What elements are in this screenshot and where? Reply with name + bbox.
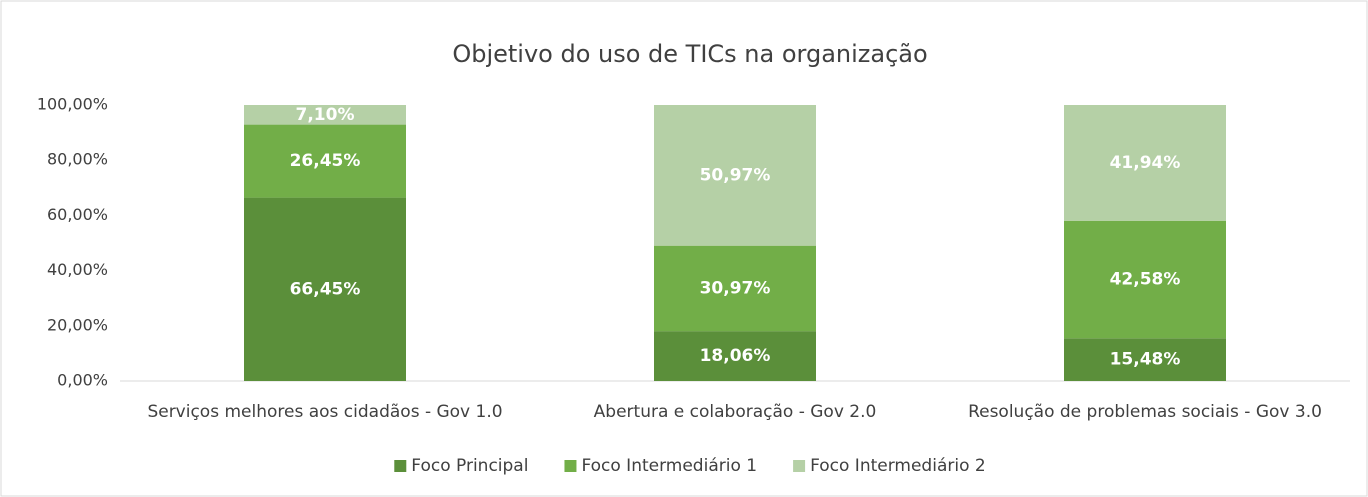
bar-segment (1064, 105, 1226, 221)
value-label: 26,45% (290, 151, 361, 171)
legend-swatch (793, 460, 806, 472)
value-label: 15,48% (1110, 350, 1181, 370)
bar-segment (1064, 338, 1226, 381)
x-tick-label: Serviços melhores aos cidadãos - Gov 1.0 (147, 402, 502, 422)
bar-segment (654, 105, 816, 246)
x-tick-label: Resolução de problemas sociais - Gov 3.0 (968, 402, 1322, 422)
legend-label: Foco Intermediário 2 (810, 456, 986, 476)
value-label: 7,10% (296, 105, 355, 125)
bar-segment (244, 105, 406, 125)
legend-swatch (564, 460, 577, 472)
value-label: 30,97% (700, 278, 771, 298)
bar-segment (654, 245, 816, 332)
y-tick-label: 20,00% (47, 315, 108, 334)
bar-segment (654, 331, 816, 381)
y-tick-label: 100,00% (37, 95, 108, 114)
legend-label: Foco Intermediário 1 (581, 456, 757, 476)
legend-swatch (394, 460, 407, 472)
bar-segment (244, 124, 406, 198)
value-label: 18,06% (700, 346, 771, 366)
value-label: 41,94% (1110, 153, 1181, 173)
y-tick-label: 40,00% (47, 260, 108, 279)
y-tick-label: 80,00% (47, 150, 108, 169)
chart-title: Objetivo do uso de TICs na organização (452, 40, 927, 68)
x-tick-label: Abertura e colaboração - Gov 2.0 (594, 402, 877, 422)
value-label: 66,45% (290, 279, 361, 299)
value-label: 42,58% (1110, 270, 1181, 290)
y-tick-label: 60,00% (47, 205, 108, 224)
legend-label: Foco Principal (411, 456, 528, 476)
value-label: 50,97% (700, 165, 771, 185)
y-tick-label: 0,00% (57, 371, 108, 390)
bar-segment (244, 197, 406, 381)
bar-segment (1064, 220, 1226, 339)
